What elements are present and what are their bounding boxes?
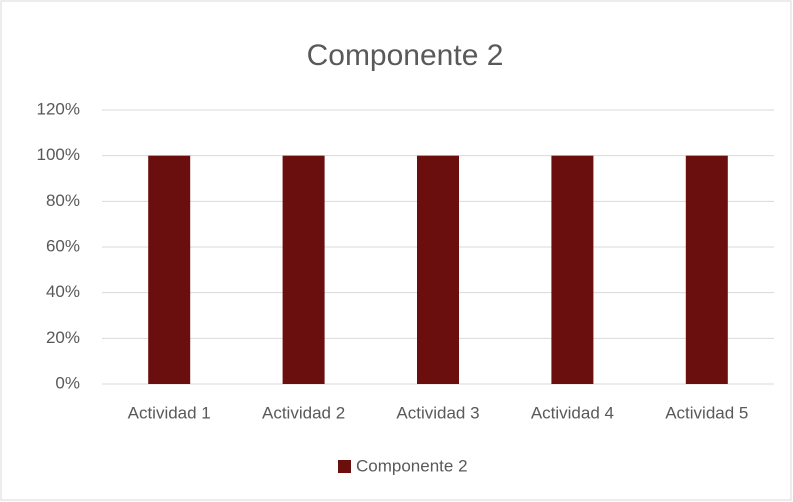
y-tick-label: 0% (55, 373, 80, 392)
x-tick-label: Actividad 1 (128, 403, 211, 422)
legend-label: Componente 2 (356, 456, 468, 475)
x-tick-label: Actividad 4 (531, 403, 614, 422)
y-tick-label: 80% (46, 191, 80, 210)
bar (148, 155, 191, 384)
y-tick-label: 60% (46, 236, 80, 255)
x-tick-label: Actividad 5 (665, 403, 748, 422)
y-tick-label: 20% (46, 328, 80, 347)
y-tick-label: 120% (37, 99, 80, 118)
bar (282, 155, 325, 384)
chart-title: Componente 2 (307, 39, 504, 72)
bar (551, 155, 594, 384)
x-tick-label: Actividad 3 (396, 403, 479, 422)
legend-swatch (338, 460, 351, 473)
bar (417, 155, 459, 384)
y-tick-label: 40% (46, 282, 80, 301)
y-tick-label: 100% (37, 145, 80, 164)
bar (685, 155, 728, 384)
x-tick-label: Actividad 2 (262, 403, 345, 422)
